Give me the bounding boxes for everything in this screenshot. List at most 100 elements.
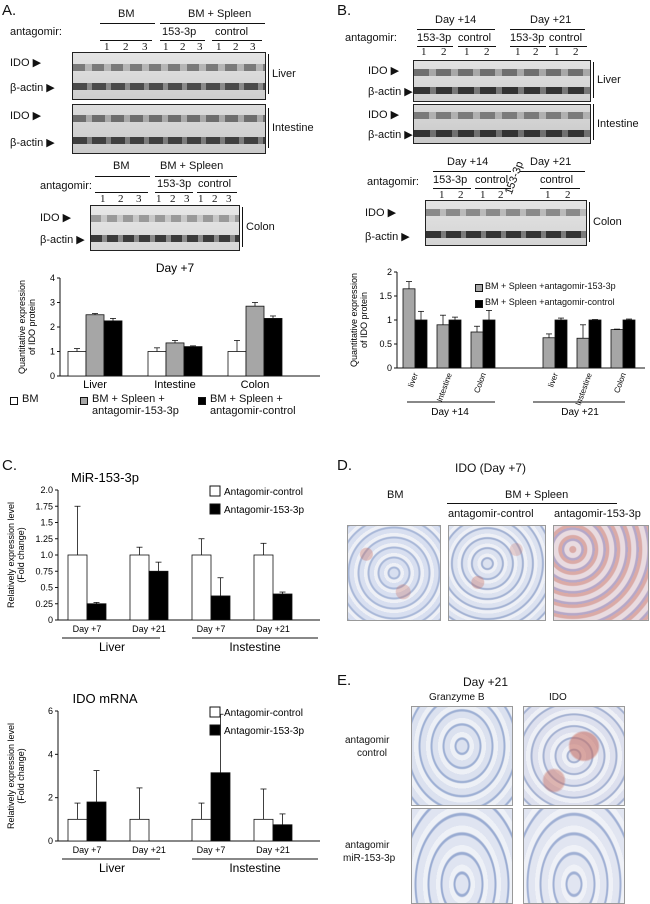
colon-lane-4: 1 (156, 193, 162, 205)
b-western-blot-colon (425, 200, 587, 246)
b-tissue-intestine: Intestine (597, 118, 639, 130)
bar (67, 818, 88, 842)
chart-a-day7: Day +7 0 1 2 3 4 Quantitative expression of IDO… (17, 261, 320, 391)
bar (191, 818, 212, 842)
y-tick-label: 4 (48, 749, 53, 759)
group-label: Day +21 (561, 407, 599, 418)
bar (542, 337, 556, 369)
bar (588, 319, 602, 369)
blot-label-actin: β-actin ▶ (10, 82, 55, 94)
legend-b-swatch-153 (475, 284, 483, 292)
y-tick-label: 0 (48, 836, 53, 846)
lane-6: 3 (197, 41, 203, 53)
b-colon-group-ctrl-d21: control (540, 174, 574, 186)
tissue-liver: Liver (272, 68, 296, 80)
b-western-blot-intestine (413, 104, 591, 144)
bar (470, 331, 484, 369)
bar (86, 603, 107, 621)
b-colon-lane-5: 1 (545, 189, 551, 201)
b-colon-day21: Day +21 (530, 156, 572, 168)
legend-b-153: BM + Spleen +antagomir-153-3p (485, 281, 616, 291)
bar (67, 554, 88, 621)
panel-d-title: IDO (Day +7) (455, 461, 527, 475)
panel-e-label: E. (337, 672, 352, 689)
legend-swatch (209, 706, 221, 718)
colon-header-bm-spleen: BM + Spleen (160, 160, 224, 172)
col-antagomir-153: antagomir-153-3p (554, 508, 641, 520)
bar (183, 346, 203, 377)
x-tick-label: Day +21 (132, 845, 166, 855)
legend-bm: BM (22, 393, 39, 405)
lane-9: 3 (250, 41, 256, 53)
colon-blot-label-actin: β-actin ▶ (40, 234, 85, 246)
y-axis-label: (Fold change) (16, 748, 26, 804)
bar (86, 801, 107, 842)
b-group-ctrl-d21: control (549, 32, 583, 44)
y-tick-label: 0 (387, 363, 392, 373)
chart-c-mir: MiR-153-3p 0 0.25 0.5 0.75 1.0 1.25 1.5 1.75 2.0 R… (6, 470, 320, 654)
x-tick-label: liver (546, 371, 560, 388)
lane-header-bm-spleen: BM + Spleen (188, 8, 252, 20)
y-tick-label: 0.5 (40, 583, 53, 593)
b-colon-day14: Day +14 (447, 156, 489, 168)
histology-antagomir-153 (553, 525, 649, 621)
y-tick-label: 1.0 (40, 550, 53, 560)
colon-group-153: 153-3p (157, 178, 192, 190)
lane-8: 2 (233, 41, 239, 53)
y-axis-label: Relatively expression level (6, 502, 16, 608)
bar (610, 329, 624, 369)
x-tick-label: Day +7 (197, 624, 226, 634)
colon-group-control: control (198, 178, 232, 190)
b-colon-blot-label-ido: IDO ▶ (365, 207, 397, 219)
bar (165, 342, 185, 377)
colon-lane-1: 1 (100, 193, 106, 205)
bar (482, 319, 496, 369)
bar (245, 305, 265, 377)
legend-label: Antagomir-control (224, 708, 303, 719)
group-label: Instestine (229, 861, 281, 875)
colon-blot-label-ido: IDO ▶ (40, 212, 72, 224)
b-lane-6: 2 (533, 46, 539, 58)
panel-a-label: A. (2, 2, 17, 19)
bar (210, 595, 231, 621)
bar (576, 337, 590, 369)
y-tick-label: 1.75 (35, 501, 53, 511)
bar (253, 818, 274, 842)
chart-title: Day +7 (156, 261, 195, 275)
bar (227, 351, 247, 377)
y-axis-label: Quantitative expression (17, 280, 27, 374)
legend-swatch-bm (10, 397, 18, 405)
legend-a: BM BM + Spleen + antagomir-153-3p BM + S… (10, 393, 330, 429)
y-tick-label: 0.75 (35, 566, 53, 576)
lane-2: 2 (123, 41, 129, 53)
y-tick-label: 6 (48, 706, 53, 716)
lane-header-bm: BM (118, 8, 135, 20)
row2-line1: antagomir (345, 840, 390, 851)
x-tick-label: Intestine (435, 371, 454, 403)
x-tick-label: Colon (241, 379, 270, 391)
colon-lane-9: 3 (226, 193, 232, 205)
colon-lane-8: 2 (212, 193, 218, 205)
bar (210, 772, 231, 842)
x-tick-label: Day +21 (256, 845, 290, 855)
colon-lane-6: 3 (184, 193, 190, 205)
histology-bm (347, 525, 441, 621)
western-blot-intestine (72, 104, 266, 154)
y-tick-label: 2 (50, 322, 55, 332)
blot-label-ido-int: IDO ▶ (10, 110, 42, 122)
x-tick-label: Intestine (154, 379, 196, 391)
y-axis-label: Quantitative expression (349, 273, 359, 367)
colon-antagomir-label: antagomir: (40, 180, 92, 192)
y-tick-label: 2 (387, 267, 392, 277)
bar (129, 554, 150, 621)
b-colon-antagomir-label: antagomir: (367, 176, 419, 188)
group-control: control (215, 26, 249, 38)
legend-label: Antagomir-153-3p (224, 726, 304, 737)
histology-antagomir-control (448, 525, 546, 621)
y-tick-label: 1.25 (35, 534, 53, 544)
chart-c-mrna: IDO mRNA 0 2 4 6 Relatively expression level(… (6, 691, 320, 875)
b-blot-label-ido: IDO ▶ (368, 65, 400, 77)
y-tick-label: 0.25 (35, 599, 53, 609)
y-tick-label: 3 (50, 298, 55, 308)
legend-b-swatch-control (475, 300, 483, 308)
